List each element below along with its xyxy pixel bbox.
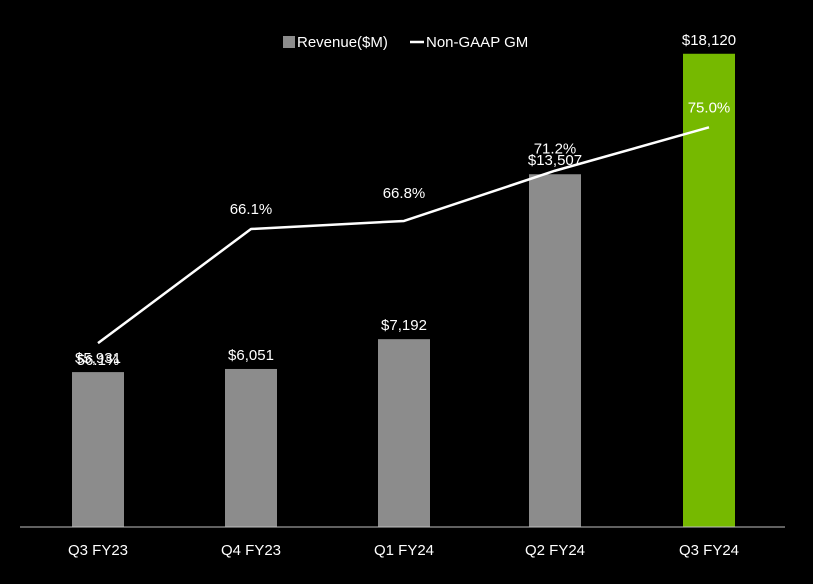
revenue-value-label: $6,051: [228, 347, 274, 364]
gm-value-label: 71.2%: [534, 141, 577, 158]
x-tick-label: Q4 FY23: [221, 542, 281, 559]
revenue-value-label: $5,931: [75, 350, 121, 367]
gm-value-label: 56.1%: [77, 352, 120, 369]
x-tick-label: Q3 FY24: [679, 542, 739, 559]
legend-revenue-swatch: [283, 36, 295, 48]
revenue-bar: [529, 174, 581, 527]
revenue-bar: [72, 372, 124, 527]
x-tick-labels: Q3 FY23 Q4 FY23 Q1 FY24 Q2 FY24 Q3 FY24: [68, 542, 739, 559]
legend: Revenue($M) Non-GAAP GM: [283, 34, 528, 51]
gm-line-layer: [97, 126, 710, 345]
legend-revenue-label: Revenue($M): [297, 34, 388, 51]
bars-layer: [72, 53, 735, 527]
revenue-value-label: $7,192: [381, 317, 427, 334]
gm-value-label: 66.1%: [230, 201, 273, 218]
revenue-value-label: $18,120: [682, 32, 736, 49]
revenue-value-label: $13,507: [528, 152, 582, 169]
x-tick-label: Q2 FY24: [525, 542, 585, 559]
gm-line: [97, 126, 710, 345]
legend-gm-label: Non-GAAP GM: [426, 34, 528, 51]
data-labels-layer: $5,931 $6,051 $7,192 $13,507 $18,120 56.1% 66.…: [75, 32, 736, 369]
revenue-bar: [225, 368, 277, 527]
x-tick-label: Q3 FY23: [68, 542, 128, 559]
x-tick-label: Q1 FY24: [374, 542, 434, 559]
revenue-bar: [378, 339, 430, 527]
gm-value-label: 75.0%: [688, 99, 731, 116]
revenue-bar: [683, 53, 735, 527]
gm-value-label: 66.8%: [383, 185, 426, 202]
